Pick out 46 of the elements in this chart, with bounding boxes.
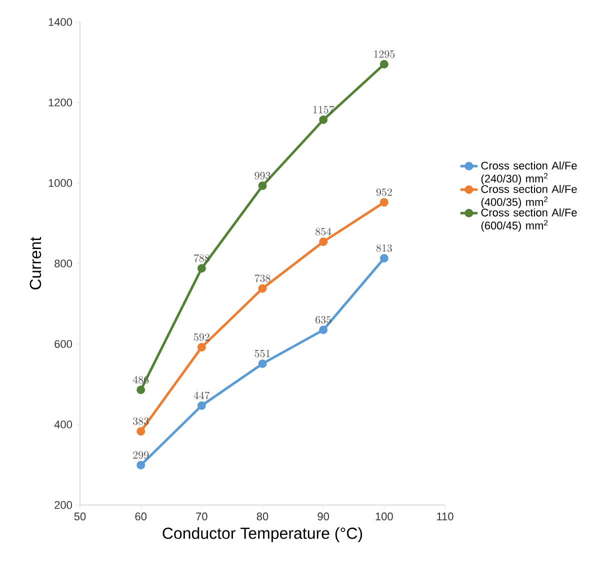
data-label: 813 bbox=[376, 244, 392, 252]
y-tick-label: 200 bbox=[54, 501, 72, 509]
x-tick-label: 80 bbox=[256, 512, 268, 520]
x-tick-label: 50 bbox=[74, 512, 86, 520]
y-axis-title: Current bbox=[30, 236, 42, 290]
point bbox=[319, 116, 328, 124]
legend-label: Cross section Al/Fe (400/35) mm$^{2}$ bbox=[481, 184, 577, 208]
point bbox=[197, 401, 206, 410]
x-tick-label: 110 bbox=[437, 512, 454, 520]
point bbox=[136, 460, 146, 470]
point bbox=[258, 359, 267, 368]
x-tick-label: 60 bbox=[135, 512, 147, 520]
data-label: 635 bbox=[316, 316, 331, 324]
data-label: 447 bbox=[194, 392, 210, 400]
y-tick-label: 1200 bbox=[48, 98, 72, 106]
data-label: 952 bbox=[376, 188, 392, 196]
point bbox=[258, 284, 267, 293]
x-tick-label: 90 bbox=[318, 512, 330, 520]
point bbox=[319, 326, 328, 334]
legend-label: Cross section Al/Fe (240/30) mm$^{2}$ bbox=[481, 161, 577, 185]
data-label: 592 bbox=[194, 333, 210, 341]
point bbox=[197, 342, 206, 352]
point bbox=[380, 198, 388, 207]
y-tick-label: 600 bbox=[54, 340, 72, 348]
point bbox=[380, 254, 388, 263]
point bbox=[136, 386, 146, 394]
x-tick-label: 100 bbox=[376, 512, 393, 520]
data-label: 993 bbox=[254, 172, 270, 180]
data-label: 854 bbox=[316, 228, 332, 236]
data-label: 299 bbox=[133, 451, 149, 459]
data-label: 1295 bbox=[374, 50, 395, 58]
y-tick-label: 400 bbox=[54, 420, 72, 428]
y-tick-label: 1400 bbox=[48, 18, 72, 26]
y-tick-label: 800 bbox=[54, 260, 72, 268]
x-tick-label: 70 bbox=[196, 512, 208, 520]
point bbox=[136, 427, 146, 436]
data-label: 551 bbox=[254, 350, 270, 358]
point bbox=[319, 238, 328, 246]
point bbox=[258, 182, 267, 190]
x-axis-title: Conductor Temperature (°C) bbox=[162, 527, 362, 542]
data-label: 738 bbox=[254, 274, 270, 282]
data-label: 1157 bbox=[313, 106, 334, 114]
legend-label: Cross section Al/Fe (600/45) mm$^{2}$ bbox=[481, 208, 577, 232]
y-tick-label: 1000 bbox=[48, 179, 72, 187]
point bbox=[197, 264, 206, 273]
point bbox=[380, 60, 388, 69]
